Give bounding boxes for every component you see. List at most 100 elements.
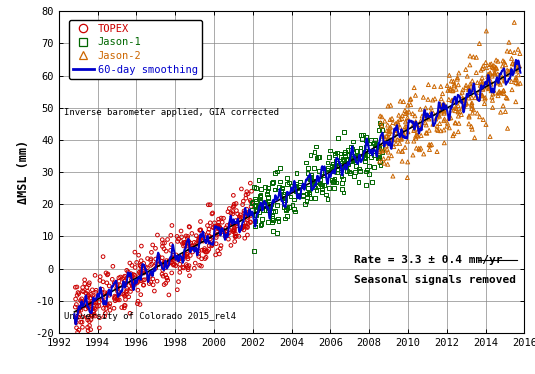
Point	[101, 313, 109, 319]
Point	[250, 212, 259, 218]
Point	[83, 285, 91, 291]
Point	[307, 171, 315, 177]
Point	[362, 137, 370, 143]
Point	[352, 148, 361, 154]
Point	[498, 63, 507, 69]
Point	[209, 210, 217, 216]
Point	[174, 257, 183, 263]
Point	[378, 148, 387, 154]
Point	[204, 233, 213, 239]
Point	[103, 302, 112, 308]
Point	[88, 312, 97, 318]
Point	[508, 60, 517, 66]
Point	[274, 218, 283, 224]
Point	[186, 243, 195, 249]
Point	[86, 301, 95, 307]
Point	[438, 104, 447, 110]
Point	[402, 124, 411, 130]
Point	[403, 109, 411, 115]
Point	[257, 186, 265, 191]
Point	[457, 111, 465, 117]
Point	[490, 62, 498, 68]
Point	[136, 263, 144, 269]
Point	[475, 40, 484, 46]
Point	[347, 158, 355, 164]
Point	[131, 264, 140, 270]
Point	[409, 138, 418, 144]
Point	[391, 130, 400, 136]
Point	[242, 220, 250, 226]
Point	[180, 252, 188, 258]
Point	[462, 67, 470, 73]
Point	[223, 223, 232, 229]
Point	[131, 249, 139, 255]
Point	[416, 106, 425, 112]
Point	[409, 152, 417, 158]
Point	[484, 73, 493, 79]
Point	[378, 141, 387, 147]
Point	[281, 215, 289, 221]
Point	[132, 260, 141, 266]
Point	[368, 179, 377, 185]
Point	[339, 176, 347, 182]
Point	[439, 102, 447, 108]
Point	[134, 274, 143, 280]
Point	[361, 154, 370, 160]
Point	[182, 240, 191, 246]
Point	[291, 209, 300, 215]
Point	[103, 280, 111, 286]
Point	[184, 233, 192, 239]
Point	[122, 291, 131, 297]
Point	[102, 270, 110, 276]
Point	[103, 291, 111, 297]
Point	[180, 240, 188, 246]
Point	[403, 138, 412, 144]
Point	[341, 162, 349, 168]
Point	[461, 97, 469, 103]
Point	[221, 233, 230, 239]
Point	[186, 252, 195, 258]
Point	[437, 108, 446, 114]
Point	[182, 240, 191, 246]
Point	[478, 92, 487, 98]
Point	[354, 153, 363, 159]
Point	[467, 83, 475, 89]
Point	[454, 109, 462, 115]
Text: Seasonal signals removed: Seasonal signals removed	[354, 275, 516, 285]
Point	[183, 243, 192, 249]
Point	[91, 313, 100, 319]
Point	[351, 169, 360, 175]
Point	[169, 262, 178, 268]
Point	[242, 195, 250, 201]
Point	[487, 88, 495, 94]
Point	[214, 223, 223, 229]
Point	[163, 275, 171, 281]
Point	[326, 148, 334, 154]
Point	[338, 186, 347, 192]
Point	[244, 211, 253, 217]
Point	[376, 113, 385, 119]
Point	[361, 158, 369, 164]
Point	[273, 168, 281, 174]
Point	[99, 254, 108, 260]
Point	[476, 78, 485, 84]
Point	[182, 233, 190, 239]
Point	[200, 236, 209, 242]
Point	[224, 209, 232, 215]
Point	[437, 96, 446, 102]
Point	[473, 110, 482, 116]
Point	[320, 169, 329, 175]
Point	[242, 211, 250, 217]
Point	[469, 87, 477, 93]
Point	[188, 245, 197, 251]
Point	[252, 198, 261, 204]
Point	[246, 197, 255, 203]
Legend: TOPEX, Jason-1, Jason-2, 60-day smoothing: TOPEX, Jason-1, Jason-2, 60-day smoothin…	[68, 20, 202, 79]
Point	[256, 199, 265, 205]
Point	[194, 241, 202, 247]
Point	[160, 282, 169, 288]
Point	[328, 167, 337, 173]
Point	[319, 172, 327, 178]
Point	[96, 274, 104, 280]
Point	[351, 159, 360, 165]
